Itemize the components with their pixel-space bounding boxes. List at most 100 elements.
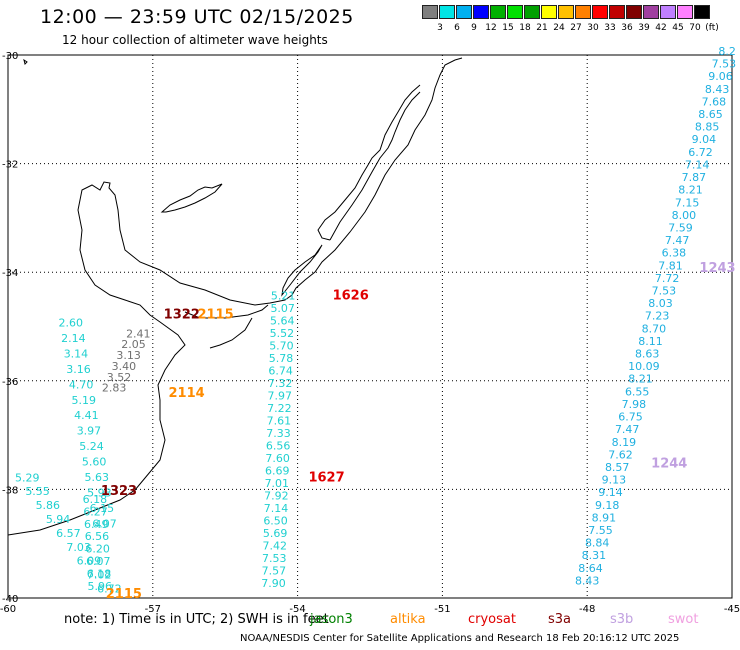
wave-height-value: 5.70: [269, 339, 294, 352]
wave-height-value: 7.68: [702, 95, 727, 108]
wave-height-value: 3.13: [116, 349, 141, 362]
wave-height-value: 6.74: [268, 364, 293, 377]
legend-swatch: [575, 5, 591, 19]
wave-height-value: 2.41: [126, 327, 151, 340]
wave-height-value: 6.07: [86, 555, 111, 568]
wave-height-value: 6.72: [97, 583, 122, 596]
small-island: [23, 58, 28, 65]
legend-label: 39: [638, 23, 650, 33]
wave-height-value: 8.03: [648, 297, 673, 310]
wave-height-value: 7.59: [668, 221, 693, 234]
wave-height-value: 6.56: [85, 530, 110, 543]
pass-label: 2115: [106, 587, 142, 602]
map-grid: [8, 55, 732, 598]
satellite-swot: swot: [668, 612, 699, 627]
wave-height-value: 9.06: [708, 70, 733, 83]
wave-height-value: 3.16: [66, 363, 91, 376]
wave-height-value: 2.14: [61, 332, 86, 345]
legend-swatches: [422, 5, 711, 19]
legend-label: 45: [672, 23, 684, 33]
wave-height-value: 5.19: [71, 394, 96, 407]
longitude-labels: -60 -57 -54 -51 -48 -45: [0, 604, 740, 615]
legend-label: 15: [502, 23, 514, 33]
wave-height-value: 5.94: [46, 513, 71, 526]
wave-height-value: 5.64: [270, 314, 295, 327]
wave-height-value: 3.40: [112, 360, 137, 373]
wave-height-value: 7.14: [264, 502, 289, 515]
wave-height-value: 3.14: [64, 347, 89, 360]
wave-height-value: 6.18: [83, 493, 108, 506]
page-title: 12:00 — 23:59 UTC 02/15/2025: [40, 6, 354, 28]
wave-height-value: 8.65: [698, 108, 723, 121]
wave-height-value: 7.97: [268, 389, 293, 402]
wave-height-value: 8.31: [582, 549, 607, 562]
longitude-label: -54: [289, 604, 305, 615]
wave-height-value: 8.21: [628, 373, 653, 386]
latitude-label: -36: [2, 377, 18, 388]
wave-height-value: 6.55: [625, 385, 650, 398]
wave-height-value: 4.41: [74, 409, 99, 422]
wave-height-value: 8.84: [585, 537, 610, 550]
wave-height-value: 7.14: [685, 158, 710, 171]
wave-height-value: 6.72: [688, 146, 713, 159]
reservoir: [160, 183, 223, 213]
legend-label: 21: [536, 23, 548, 33]
wave-height-value: 6.07: [92, 517, 117, 530]
legend-label: 3: [437, 23, 443, 33]
wave-height-value: 8.64: [578, 562, 603, 575]
wave-height-value: 7.81: [658, 259, 683, 272]
legend-swatch: [694, 5, 710, 19]
wave-height-value: 6.09: [77, 555, 102, 568]
latitude-label: -30: [2, 51, 18, 62]
satellite-altika: altika: [390, 612, 426, 627]
satellite-jason3: jason3: [310, 612, 353, 627]
legend-swatch: [439, 5, 455, 19]
latitude-label: -32: [2, 160, 18, 171]
page-subtitle: 12 hour collection of altimeter wave hei…: [62, 33, 328, 47]
coastline: [7, 57, 463, 536]
wave-height-value: 5.24: [79, 440, 104, 453]
legend-swatch: [473, 5, 489, 19]
wave-height-value: 5.69: [263, 527, 288, 540]
wave-height-value: 7.53: [262, 552, 287, 565]
wave-height-value: 9.18: [595, 499, 620, 512]
wave-height-value: 8.21: [678, 184, 703, 197]
wave-height-value: 6.27: [83, 505, 108, 518]
legend-swatch: [524, 5, 540, 19]
legend-swatch: [541, 5, 557, 19]
wave-height-value: 9.14: [598, 486, 623, 499]
legend-label: 6: [454, 23, 460, 33]
satellite-s3a: s3a: [548, 612, 572, 627]
wave-height-value: 8.85: [695, 121, 720, 134]
lagoon-mirim: [281, 244, 323, 297]
wave-height-value: 7.92: [264, 490, 289, 503]
wave-height-value: 8.11: [638, 335, 663, 348]
wave-height-value: 8.70: [642, 322, 667, 335]
wave-height-value: 7.22: [267, 402, 292, 415]
latitude-labels: -30 -32 -34 -36 -38 -40: [2, 51, 18, 605]
credit-line: NOAA/NESDIS Center for Satellite Applica…: [240, 633, 680, 644]
wave-height-value: 7.03: [66, 541, 91, 554]
wave-height-value: 7.02: [87, 569, 112, 582]
wave-height-value: 5.55: [25, 485, 50, 498]
longitude-label: -45: [724, 604, 740, 615]
wave-height-value: 7.53: [652, 285, 677, 298]
wave-height-value: 7.87: [682, 171, 707, 184]
lagoon-patos: [317, 84, 421, 241]
wave-height-value: 5.78: [269, 352, 294, 365]
wave-height-value: 6.38: [662, 247, 687, 260]
wave-height-value: 5.07: [270, 302, 295, 315]
wave-height-value: 5.21: [271, 289, 296, 302]
wave-height-value: 5.60: [82, 456, 107, 469]
legend-label: 33: [604, 23, 616, 33]
wave-height-value: 7.53: [712, 58, 737, 71]
wave-height-value: 6.69: [265, 465, 290, 478]
pass-label: 2114: [168, 386, 204, 401]
wave-height-value: 7.90: [261, 577, 286, 590]
wave-height-value: 6.20: [85, 543, 110, 556]
wave-height-value: 6.18: [87, 567, 112, 580]
legend-label: 24: [553, 23, 565, 33]
legend-swatch: [626, 5, 642, 19]
wave-height-value: 8.63: [635, 348, 660, 361]
